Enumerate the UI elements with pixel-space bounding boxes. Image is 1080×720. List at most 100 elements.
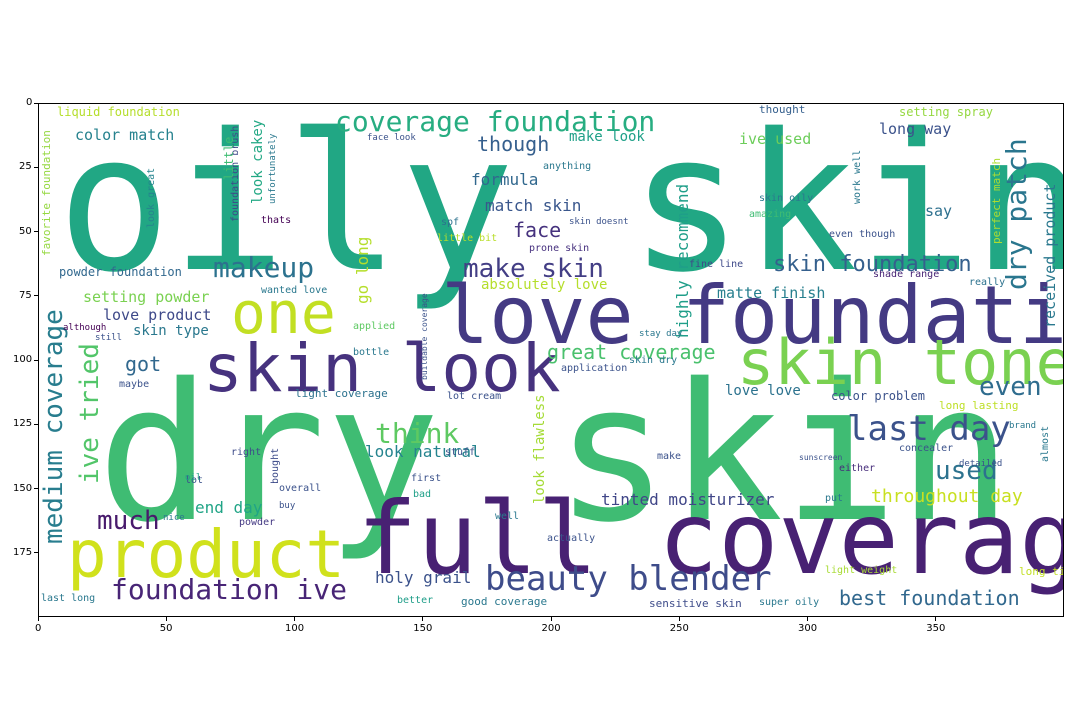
word: powder foundation [59, 265, 182, 279]
word: skin dry [629, 355, 678, 366]
word: good coverage [461, 595, 548, 608]
plot-area: oily skin dry skin full coverage love fo… [38, 103, 1064, 617]
x-tick-mark [165, 617, 167, 621]
word: go long [353, 236, 372, 304]
word: detailed [959, 459, 1003, 469]
x-tick-label: 300 [798, 623, 818, 634]
word: skin type [133, 323, 209, 339]
word: think [375, 417, 460, 450]
word: got [125, 352, 162, 376]
word: dry patch [1000, 138, 1033, 290]
word: thought [759, 103, 806, 116]
y-tick-mark [34, 166, 38, 168]
word: though [477, 132, 550, 156]
word: actually [547, 533, 596, 544]
y-tick-mark [34, 423, 38, 425]
word: face look [367, 133, 416, 143]
word: setting spray [899, 105, 993, 119]
word: concealer [899, 443, 954, 454]
word: although [63, 323, 107, 333]
word: match skin [485, 196, 582, 215]
word: stay day [639, 329, 683, 339]
word: best foundation [839, 586, 1020, 610]
y-tick-mark [34, 552, 38, 554]
word: long way [879, 120, 952, 138]
word: even though [829, 229, 896, 240]
word: work well [852, 149, 863, 204]
word: color match [75, 126, 175, 144]
word: long time [1019, 565, 1063, 578]
x-tick-mark [294, 617, 295, 621]
word: make skin [463, 254, 604, 284]
word: buy [279, 501, 296, 511]
word: ive tried [75, 343, 105, 484]
word: ive used [739, 130, 812, 148]
word: overall [279, 483, 322, 494]
word: full coverage [357, 480, 1064, 597]
x-tick-label: 250 [669, 623, 689, 634]
word: love love [725, 383, 801, 399]
y-tick-label: 125 [13, 418, 33, 430]
word: right [231, 447, 262, 458]
x-tick-mark [807, 617, 808, 621]
x-tick-label: 100 [285, 623, 305, 634]
word: look flawless [532, 394, 548, 504]
x-tick-mark [550, 617, 552, 621]
x-tick-mark [935, 617, 937, 621]
word: holy grail [375, 568, 472, 587]
word: sensitive skin [649, 597, 742, 610]
y-tick-label: 100 [13, 354, 33, 365]
y-tick-label: 150 [13, 482, 33, 494]
word: beauty blender [485, 559, 772, 599]
word-cloud: oily skin dry skin full coverage love fo… [39, 103, 1064, 616]
word: color problem [831, 389, 925, 403]
word: skin doesnt [569, 217, 629, 227]
word: lot [185, 475, 204, 486]
word: well [495, 511, 520, 522]
word: last day [847, 409, 1011, 449]
word: brand [1009, 421, 1037, 431]
word: anything [543, 161, 592, 172]
word: say [925, 202, 953, 220]
word: last long [41, 593, 96, 604]
word: end day [195, 498, 263, 517]
word: maybe [119, 379, 150, 390]
word: oil [185, 473, 202, 483]
y-tick-mark [34, 102, 38, 104]
word: almost [1040, 425, 1051, 462]
word: dry skin [97, 343, 1013, 564]
word: little [222, 136, 236, 180]
word: amazing [749, 209, 792, 220]
word: unfortunately [268, 133, 278, 204]
y-tick-label: 25 [19, 161, 32, 173]
word: oily skin [57, 103, 1064, 314]
word: formula [471, 170, 539, 189]
word: absolutely love [481, 277, 608, 293]
word: received product [1041, 183, 1059, 329]
word: light weight [825, 565, 898, 576]
word: applied [353, 321, 396, 332]
word: thats [261, 215, 292, 226]
word: nice [163, 513, 185, 523]
x-tick-label: 50 [159, 623, 173, 634]
word: sunscreen [799, 453, 843, 462]
word: really [969, 277, 1006, 288]
word: one [231, 279, 336, 347]
word: better [397, 595, 434, 606]
word: bottle [353, 347, 390, 358]
x-tick-mark [37, 617, 39, 621]
y-tick-mark [34, 295, 38, 297]
word: skin look [203, 330, 561, 407]
word: great coverage [547, 340, 716, 364]
word: long lasting [939, 399, 1019, 412]
word: setting powder [83, 288, 210, 306]
word: light coverage [295, 387, 388, 400]
word: love foundation [441, 269, 1064, 362]
y-tick-label: 75 [19, 289, 32, 301]
word: make look [569, 129, 645, 145]
word: medium coverage [39, 309, 69, 544]
x-tick-mark [422, 617, 424, 621]
word: bad [413, 489, 432, 500]
word: face [513, 218, 562, 242]
